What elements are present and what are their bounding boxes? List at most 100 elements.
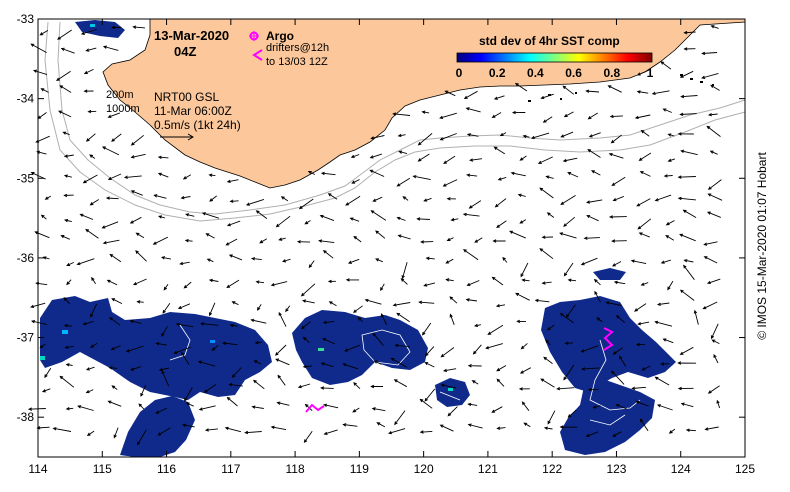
current-vector-arrow bbox=[394, 410, 406, 426]
current-vector-arrow bbox=[58, 110, 72, 118]
current-vector-arrow bbox=[77, 405, 94, 411]
current-vector-arrow bbox=[656, 404, 673, 411]
current-vector-arrow bbox=[397, 234, 411, 240]
isobath-1000 bbox=[44, 21, 746, 222]
current-vector-arrow bbox=[656, 302, 670, 306]
current-vector-arrow bbox=[660, 61, 672, 70]
drifter-track bbox=[305, 403, 325, 413]
current-vector-arrow bbox=[136, 429, 147, 446]
current-vector-arrow bbox=[636, 90, 649, 94]
current-vector-arrow bbox=[495, 304, 506, 308]
current-vector-arrow bbox=[519, 155, 527, 161]
current-vector-arrow bbox=[398, 150, 408, 155]
current-vector-arrow bbox=[327, 279, 336, 284]
current-vector-arrow bbox=[129, 216, 142, 224]
colorbar-tick-label: 0 bbox=[456, 66, 463, 80]
current-vector-arrow bbox=[320, 362, 334, 368]
current-vector-arrow bbox=[345, 195, 361, 206]
current-vector-arrow bbox=[183, 281, 192, 289]
current-vector-arrow bbox=[447, 406, 458, 417]
current-vector-arrow bbox=[380, 313, 388, 326]
current-vector-arrow bbox=[541, 281, 552, 285]
vector-scale-label: 0.5m/s (1kt 24h) bbox=[154, 118, 241, 132]
current-vector-arrow bbox=[107, 173, 122, 180]
credit-text: © IMOS 15-Mar-2020 01:07 Hobart bbox=[755, 152, 769, 340]
current-vector-arrow bbox=[449, 296, 458, 304]
product-time: 11-Mar 06:00Z bbox=[154, 104, 232, 118]
current-vector-arrow bbox=[607, 85, 622, 93]
current-vector-arrow bbox=[445, 278, 454, 282]
current-vector-arrow bbox=[90, 303, 98, 318]
current-vector-arrow bbox=[467, 423, 483, 429]
current-vector-arrow bbox=[679, 233, 696, 242]
current-vector-arrow bbox=[706, 278, 721, 285]
map-date: 13-Mar-2020 bbox=[154, 28, 229, 43]
sst-contours bbox=[169, 324, 641, 426]
current-vector-arrow bbox=[206, 258, 214, 263]
current-vector-arrow bbox=[296, 240, 311, 244]
current-vector-arrow bbox=[136, 300, 144, 304]
current-vector-arrow bbox=[450, 217, 459, 222]
current-vector-arrow bbox=[521, 401, 530, 411]
current-vector-arrow bbox=[693, 309, 699, 325]
current-vector-arrow bbox=[208, 173, 216, 177]
current-vector-arrow bbox=[546, 324, 555, 331]
current-vector-arrow bbox=[615, 403, 627, 410]
current-vector-arrow bbox=[200, 322, 219, 326]
current-vector-arrow bbox=[608, 215, 627, 219]
current-vector-arrow bbox=[400, 278, 408, 285]
x-tick-label: 114 bbox=[28, 462, 47, 476]
current-vector-arrow bbox=[523, 422, 531, 428]
current-vector-arrow bbox=[285, 305, 291, 313]
current-vector-arrow bbox=[466, 173, 478, 177]
current-vector-arrow bbox=[425, 256, 435, 261]
current-vector-arrow bbox=[514, 82, 528, 92]
current-vector-arrow bbox=[372, 332, 384, 346]
current-vector-arrow bbox=[375, 230, 386, 239]
current-vector-arrow bbox=[102, 45, 119, 51]
current-vector-arrow bbox=[132, 25, 146, 29]
colorbar-tick-label: 0.4 bbox=[527, 66, 544, 80]
sst-patch-top-left bbox=[75, 20, 125, 38]
isobath-1000-label: 1000m bbox=[106, 103, 140, 115]
current-vector-arrow bbox=[596, 317, 603, 323]
argo-legend-icon bbox=[249, 31, 259, 41]
current-vector-arrow bbox=[638, 232, 650, 238]
current-vector-arrow bbox=[519, 219, 527, 224]
current-vector-arrow bbox=[654, 320, 673, 327]
current-vector-arrow bbox=[250, 257, 262, 261]
current-vector-arrow bbox=[376, 422, 386, 428]
current-vector-arrow bbox=[320, 171, 336, 176]
current-vector-arrow bbox=[635, 342, 646, 347]
current-vector-arrow bbox=[682, 209, 697, 218]
current-vector-arrow bbox=[496, 378, 505, 387]
y-tick-label: -35 bbox=[17, 171, 35, 185]
current-vector-arrow bbox=[637, 321, 650, 326]
current-vector-arrow bbox=[440, 347, 455, 358]
current-vector-arrow bbox=[585, 431, 599, 438]
current-vector-arrow bbox=[585, 199, 603, 204]
current-vector-arrow bbox=[707, 385, 720, 394]
current-vector-arrow bbox=[30, 43, 47, 53]
current-vector-arrow bbox=[567, 409, 577, 418]
current-vector-arrow bbox=[344, 344, 361, 352]
current-vector-arrow bbox=[109, 253, 122, 263]
current-vector-arrow bbox=[424, 388, 436, 402]
current-vector-arrow bbox=[639, 418, 649, 432]
current-vector-arrow bbox=[677, 175, 696, 179]
current-vector-arrow bbox=[468, 200, 482, 209]
current-vector-arrow bbox=[209, 195, 217, 202]
current-vector-arrow bbox=[449, 313, 455, 325]
colorbar-title: std dev of 4hr SST comp bbox=[479, 34, 620, 48]
current-vector-arrow bbox=[65, 407, 74, 411]
current-vector-arrow bbox=[371, 407, 386, 412]
current-vector-arrow bbox=[445, 258, 454, 264]
current-vector-arrow bbox=[36, 426, 50, 430]
sst-speckle bbox=[448, 388, 453, 391]
current-vector-arrow bbox=[357, 316, 363, 322]
current-vector-arrow bbox=[679, 346, 694, 355]
current-vector-arrow bbox=[278, 237, 286, 241]
current-vector-arrow bbox=[519, 367, 531, 374]
current-vector-arrow bbox=[442, 179, 458, 187]
current-vector-arrow bbox=[85, 366, 95, 371]
